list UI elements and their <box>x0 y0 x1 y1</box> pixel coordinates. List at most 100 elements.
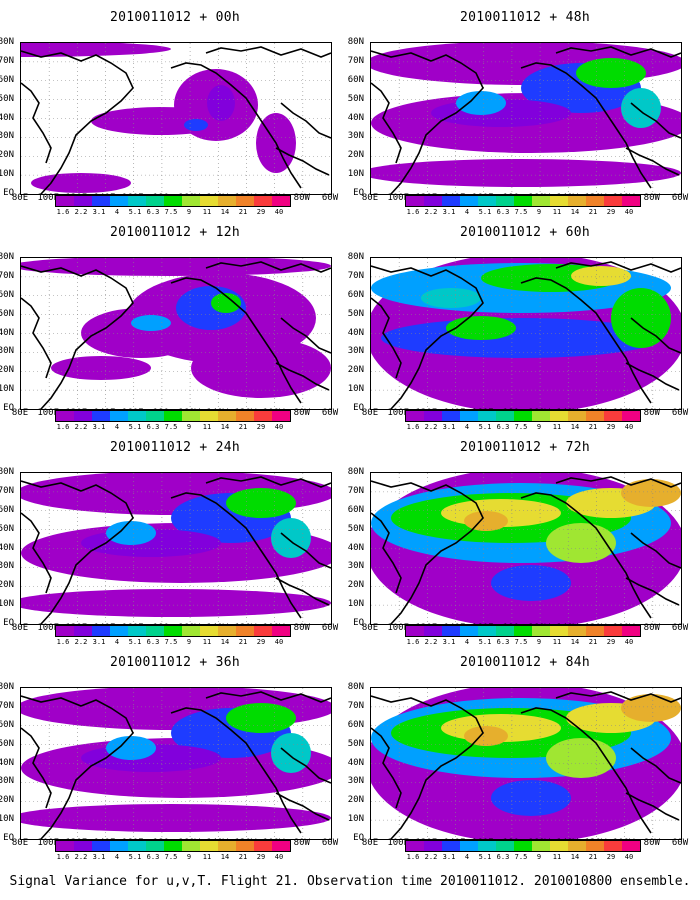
colorbar-swatch <box>200 196 218 206</box>
coastline-5 <box>625 577 680 606</box>
variance-field <box>421 288 481 308</box>
latitude-label: 60N <box>347 504 364 515</box>
colorbar-label: 14 <box>570 853 580 861</box>
colorbar-swatch <box>254 411 272 421</box>
coastline-1 <box>371 297 402 379</box>
colorbar-swatch <box>146 411 164 421</box>
variance-field <box>226 488 296 518</box>
latitude-label: 40N <box>347 757 364 768</box>
variance-field <box>184 119 208 131</box>
latitude-label: 60N <box>347 289 364 300</box>
coastline-1 <box>371 512 402 594</box>
variance-field <box>456 91 506 115</box>
colorbar-label: 6.3 <box>146 423 160 431</box>
figure-caption: Signal Variance for u,v,T. Flight 21. Ob… <box>9 874 691 889</box>
colorbar-label: 9 <box>536 638 542 646</box>
latitude-label: 70N <box>0 485 14 496</box>
colorbar-label: 2.2 <box>424 853 438 861</box>
latitude-label: 70N <box>347 485 364 496</box>
latitude-label: 10N <box>0 384 14 395</box>
variance-field <box>464 511 508 531</box>
colorbar-swatch <box>182 196 200 206</box>
longitude-label: 60W <box>671 623 689 633</box>
colorbar-swatch <box>236 841 254 851</box>
colorbar-swatch <box>478 626 496 636</box>
longitude-label: 80E <box>11 838 29 848</box>
colorbar-label: 21 <box>238 638 248 646</box>
colorbar-swatch <box>604 626 622 636</box>
colorbar-swatch <box>182 841 200 851</box>
colorbar-label: 6.3 <box>146 638 160 646</box>
longitude-label: 60W <box>321 623 339 633</box>
latitude-label: 40N <box>0 757 14 768</box>
colorbar-label: 40 <box>624 208 634 216</box>
latitude-label: 30N <box>347 776 364 787</box>
map-svg <box>21 43 331 194</box>
coastline-0 <box>21 480 134 624</box>
latitude-label: 10N <box>0 814 14 825</box>
colorbar-swatch <box>272 841 290 851</box>
latitude-label: 60N <box>0 289 14 300</box>
colorbar-label: 11 <box>552 423 562 431</box>
coastline-3 <box>555 46 681 58</box>
latitude-label: 80N <box>0 252 14 262</box>
coastline-4 <box>630 317 681 354</box>
colorbar-swatch <box>128 841 146 851</box>
panel-title: 2010011012 + 48h <box>459 10 591 25</box>
colorbar-swatch <box>460 626 478 636</box>
colorbar-swatch <box>272 411 290 421</box>
colorbar-swatch <box>568 626 586 636</box>
colorbar <box>405 840 641 852</box>
coastline-4 <box>280 747 331 784</box>
map-svg <box>21 473 331 624</box>
map-panel: 2010011012 + 60h 80N 70N 60N 50N 40N 30N 20N 10N… <box>348 215 700 430</box>
colorbar-swatch <box>622 626 640 636</box>
latitude-label: 40N <box>347 327 364 338</box>
coastline-4 <box>280 532 331 569</box>
colorbar-label: 9 <box>186 638 192 646</box>
map-panel: 2010011012 + 36h 80N 70N 60N 50N 40N 30N 20N 10N… <box>0 645 350 860</box>
coastline-0 <box>371 480 484 624</box>
colorbar-label: 11 <box>552 853 562 861</box>
colorbar-label: 29 <box>256 853 266 861</box>
coastline-3 <box>205 46 331 58</box>
colorbar-swatch <box>478 411 496 421</box>
colorbar-swatch <box>406 841 424 851</box>
coastline-1 <box>371 727 402 809</box>
latitude-label: 20N <box>0 795 14 806</box>
colorbar-label: 21 <box>588 638 598 646</box>
coastline-5 <box>275 792 330 821</box>
colorbar-label: 21 <box>238 853 248 861</box>
latitude-label: 40N <box>0 112 14 123</box>
longitude-label: 80E <box>11 623 29 633</box>
latitude-label: 40N <box>347 112 364 123</box>
colorbar-swatch <box>218 411 236 421</box>
latitude-label: 60N <box>0 719 14 730</box>
colorbar-label: 6.3 <box>146 208 160 216</box>
panel-title: 2010011012 + 36h <box>109 655 241 670</box>
colorbar-swatch <box>622 841 640 851</box>
colorbar-swatch <box>568 411 586 421</box>
latitude-label: 30N <box>0 131 14 142</box>
colorbar-label: 14 <box>220 208 230 216</box>
colorbar-label: 1.6 <box>406 423 420 431</box>
latitude-label: 80N <box>0 682 14 692</box>
colorbar-swatch <box>236 626 254 636</box>
coastline-3 <box>555 261 681 273</box>
colorbar-label: 3.1 <box>92 208 106 216</box>
latitude-label: 80N <box>347 37 364 47</box>
colorbar-swatch <box>604 196 622 206</box>
colorbar-label: 4 <box>464 208 470 216</box>
latitude-label: 20N <box>347 150 364 161</box>
colorbar-swatch <box>164 626 182 636</box>
colorbar-swatch <box>442 411 460 421</box>
colorbar-swatch <box>424 196 442 206</box>
map-plot-area <box>370 472 682 625</box>
colorbar <box>405 410 641 422</box>
latitude-label: EQ <box>3 618 14 628</box>
colorbar-swatch <box>92 411 110 421</box>
latitude-label: EQ <box>353 833 364 843</box>
colorbar-swatch <box>622 196 640 206</box>
coastline-4 <box>280 102 331 139</box>
latitude-label: 30N <box>347 346 364 357</box>
